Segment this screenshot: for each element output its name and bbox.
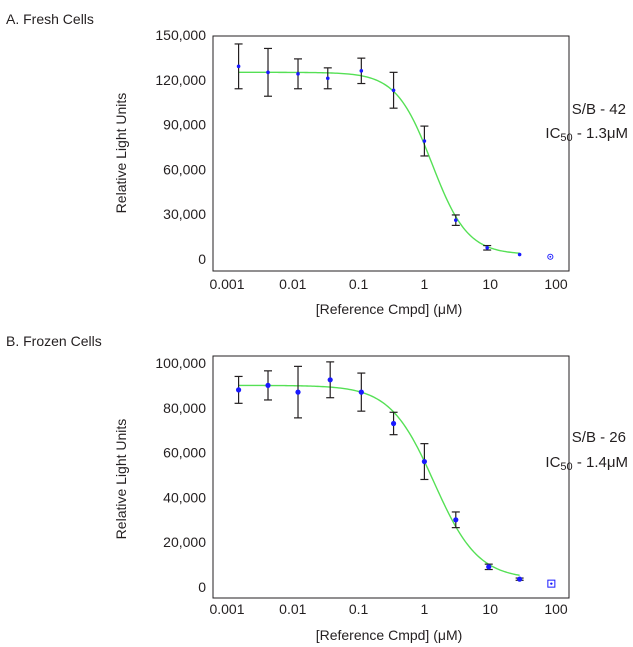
panel-b-data-point [453,517,459,523]
panel-a-data-point [485,246,489,250]
panel-b-y-axis-label: Relative Light Units [113,419,129,540]
panel-b-x-tick-label: 0.01 [279,601,306,617]
panel-b-data-point [517,576,523,582]
panel-b-title: B. Frozen Cells [6,333,102,349]
panel-a: A. Fresh Cells Relative Light Units [Ref… [6,11,628,317]
panel-b-sb-ratio: S/B - 26 [572,429,626,446]
panel-a-data-point [236,64,241,69]
panel-a-y-axis-label: Relative Light Units [113,93,129,214]
panel-a-control-marker [547,253,554,260]
panel-b-data-point [390,420,397,427]
panel-a-ticks: 0.001 0.01 0.1 1 10 100 0 30,000 60,000 90,000 120… [155,27,568,292]
panel-b-data-point [327,377,333,383]
panel-a-x-tick-label: 0.001 [209,276,244,292]
panel-a-x-axis-label: [Reference Cmpd] (μM) [316,301,463,317]
panel-a-x-tick-label: 1 [421,276,429,292]
panel-a-y-tick-label: 150,000 [155,27,206,43]
panel-a-sb-ratio: S/B - 42 [572,101,626,118]
panel-b-ic50: IC50 - 1.4μM [545,454,628,473]
panel-b-marks [234,361,556,588]
panel-b-data-point [295,389,301,395]
panel-a-data-point [453,218,458,222]
panel-b: B. Frozen Cells Relative Light Units [Re… [6,333,628,643]
panel-a-y-tick-label: 0 [198,251,206,267]
panel-a-fit-curve [238,71,520,254]
panel-b-data-point [265,382,271,388]
panel-a-x-tick-label: 0.01 [279,276,306,292]
panel-a-y-tick-label: 30,000 [163,206,206,222]
panel-b-y-tick-label: 40,000 [163,489,206,505]
panel-b-y-tick-label: 80,000 [163,400,206,416]
panel-b-x-tick-label: 1 [421,601,429,617]
panel-b-data-point [235,387,242,393]
panel-a-y-tick-label: 60,000 [163,161,206,177]
panel-a-x-tick-label: 100 [544,276,568,292]
panel-a-y-tick-label: 90,000 [163,117,206,133]
panel-b-data-point [421,458,427,465]
panel-a-x-tick-label: 0.1 [349,276,369,292]
panel-b-control-marker-dot [550,582,553,585]
panel-b-ticks: 0.001 0.01 0.1 1 10 100 0 20,000 40,000 60,000 80,… [155,355,568,617]
panel-b-plot-frame [212,355,570,599]
panel-b-x-tick-label: 10 [482,601,498,617]
panel-a-data-point [422,139,427,143]
panel-b-y-tick-label: 100,000 [155,355,206,371]
panel-a-data-point [359,69,364,73]
panel-a-y-tick-label: 120,000 [155,72,206,88]
panel-a-data-point [266,70,270,75]
panel-a-data-point [391,88,396,93]
panel-b-data-point [486,564,492,570]
panel-a-ic50: IC50 - 1.3μM [545,125,628,144]
panel-a-data-point [296,72,300,76]
panel-b-y-tick-label: 0 [198,579,206,595]
panel-b-data-point [358,389,364,395]
panel-b-x-axis-label: [Reference Cmpd] (μM) [316,627,463,643]
panel-b-x-tick-label: 100 [544,601,568,617]
panel-b-y-tick-label: 60,000 [163,445,206,461]
panel-b-fit-curve [238,384,520,576]
panel-b-y-tick-label: 20,000 [163,534,206,550]
panel-a-x-tick-label: 10 [482,276,498,292]
panel-b-x-tick-label: 0.001 [209,601,244,617]
panel-b-control-marker [547,579,556,588]
panel-a-title: A. Fresh Cells [6,11,94,27]
panel-a-marks [234,43,554,260]
panel-b-x-tick-label: 0.1 [349,601,369,617]
panel-a-plot-frame [212,35,570,272]
panel-a-data-point [325,76,330,81]
panel-a-control-marker-dot [549,255,552,258]
panel-a-data-point [517,252,522,257]
